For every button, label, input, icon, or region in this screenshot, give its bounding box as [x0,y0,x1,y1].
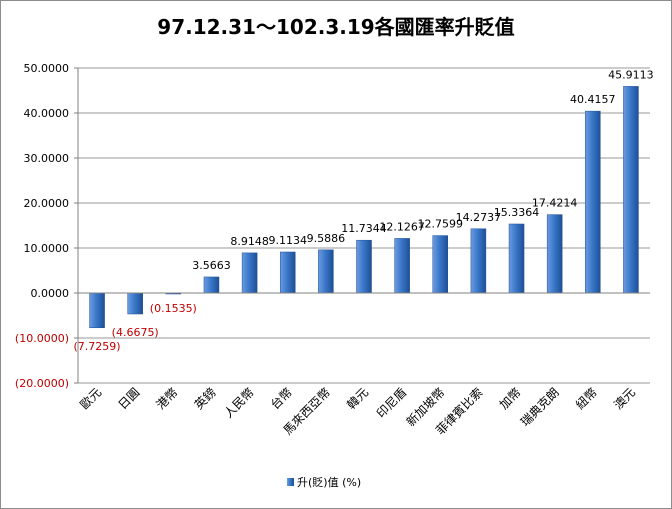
y-tick-label: 10.0000 [24,242,70,255]
y-tick-label: 20.0000 [24,197,70,210]
bar [432,235,449,294]
x-tick-label: 港幣 [154,385,181,412]
data-label: 12.7599 [418,218,464,231]
legend: 升(貶)值 (%) [287,476,361,489]
bar [470,228,487,294]
y-tick-label: (20.0000) [15,377,69,390]
x-tick-label: 英鎊 [191,385,219,413]
x-tick-label: 台幣 [267,385,295,413]
data-label: (4.6675) [112,326,159,339]
bars [89,86,639,329]
data-label: 45.9113 [608,68,654,81]
x-tick-label: 澳元 [611,385,638,412]
bar [203,276,220,294]
bar [279,251,296,294]
bar [89,292,105,329]
bar [585,110,601,294]
legend-label: 升(貶)值 (%) [297,476,361,489]
data-label: 8.9148 [230,235,269,248]
data-label: 17.4214 [532,197,578,210]
y-tick-label: 0.0000 [31,287,70,300]
x-tick-label: 瑞典克朗 [518,385,562,429]
bar [394,238,410,294]
data-label: (0.1535) [150,302,197,315]
y-tick-label: 40.0000 [24,107,70,120]
data-label: 9.5886 [307,232,346,245]
chart-title: 97.12.31～102.3.19各國匯率升貶值 [157,15,514,39]
data-label: 9.1134 [268,234,307,247]
x-tick-label: 加幣 [497,385,524,412]
y-axis: 50.0000 40.0000 30.0000 20.0000 10.0000 0.000… [15,62,79,390]
data-label: 11.7344 [341,222,387,235]
bar [546,214,563,294]
data-label: 12.1267 [379,220,425,233]
data-label: 15.3364 [494,206,540,219]
data-label: (7.7259) [74,340,121,353]
y-tick-label: 30.0000 [24,152,70,165]
bar [241,252,258,294]
data-label: 14.2737 [456,211,502,224]
x-tick-label: 韓元 [344,385,371,412]
data-label: 3.5663 [192,259,231,272]
x-tick-label: 印尼盾 [374,385,409,420]
x-tick-label: 人民幣 [221,385,256,420]
y-tick-label: 50.0000 [24,62,70,75]
bar [508,223,525,294]
data-label: 40.4157 [570,93,616,106]
x-tick-label: 歐元 [77,385,105,413]
bar [623,86,639,294]
bar [318,249,334,294]
bar [356,239,372,294]
bar [127,292,143,315]
y-tick-label: (10.0000) [15,332,69,345]
x-tick-label: 日圓 [115,385,142,412]
x-tick-label: 紐幣 [573,385,600,412]
data-labels: (7.7259)(4.6675) (0.1535) 3.5663 8.9148 9.11… [74,68,654,352]
legend-swatch [287,478,294,486]
